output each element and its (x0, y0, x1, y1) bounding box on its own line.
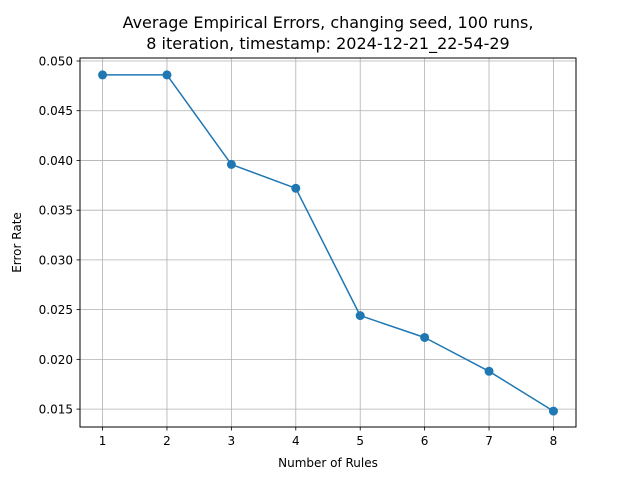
x-axis-label: Number of Rules (278, 456, 378, 470)
axis-ticks: 1 2 3 4 5 6 7 8 0.015 0.020 0.025 0.030 0.035 0.040 0.… (39, 54, 558, 448)
x-tick-label: 2 (163, 434, 171, 448)
y-tick-label: 0.030 (39, 253, 73, 267)
y-tick-label: 0.025 (39, 303, 73, 317)
data-point-marker (484, 366, 494, 376)
y-tick-label: 0.035 (39, 204, 73, 218)
x-tick-label: 4 (292, 434, 300, 448)
data-point-marker (226, 159, 236, 169)
series-group (98, 70, 558, 416)
data-point-marker (420, 332, 430, 342)
x-tick-label: 6 (421, 434, 429, 448)
data-point-marker (355, 311, 365, 321)
y-tick-label: 0.020 (39, 353, 73, 367)
plot-area-frame (79, 57, 577, 428)
y-tick-label: 0.045 (39, 104, 73, 118)
x-tick-label: 7 (485, 434, 493, 448)
series-line (102, 74, 554, 412)
data-point-marker (291, 183, 301, 193)
grid (80, 58, 576, 427)
data-point-marker (162, 70, 172, 80)
x-tick-label: 1 (99, 434, 107, 448)
x-tick-label: 5 (356, 434, 364, 448)
data-point-marker (548, 406, 558, 416)
data-point-marker (98, 70, 108, 80)
x-tick-label: 3 (228, 434, 236, 448)
y-tick-label: 0.050 (39, 54, 73, 68)
chart-title-line-2: 8 iteration, timestamp: 2024-12-21_22-54… (146, 34, 509, 54)
x-tick-label: 8 (550, 434, 558, 448)
y-axis-label: Error Rate (10, 212, 24, 273)
chart-title-line-1: Average Empirical Errors, changing seed,… (123, 13, 534, 32)
y-tick-label: 0.040 (39, 154, 73, 168)
y-tick-label: 0.015 (39, 403, 73, 417)
